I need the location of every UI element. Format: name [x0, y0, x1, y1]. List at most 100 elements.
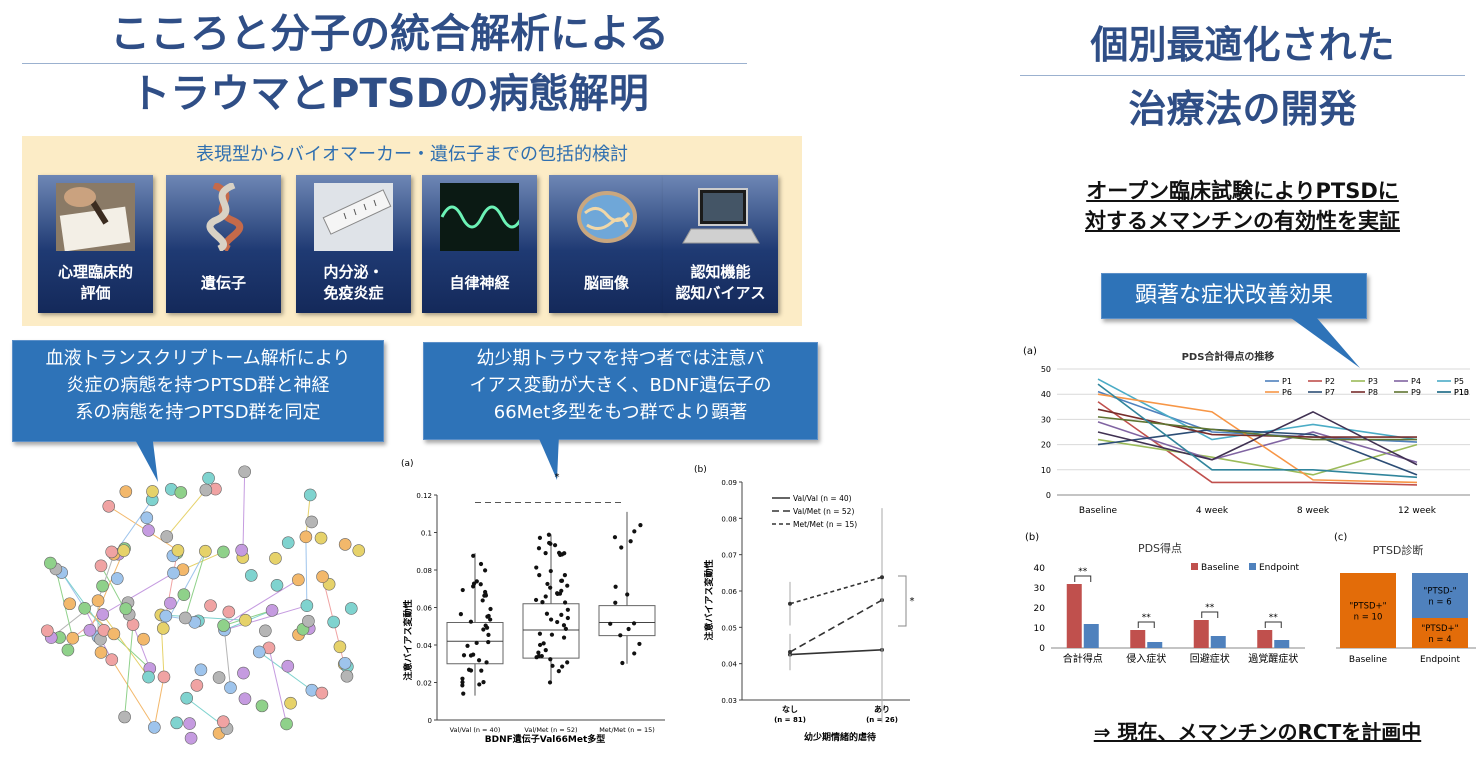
network-node: [184, 731, 198, 745]
waveform-icon: [440, 183, 524, 251]
x-tick-label: Met/Met (n = 15): [599, 726, 655, 734]
data-point: [563, 626, 568, 631]
x-tick-label: 4 week: [1196, 506, 1229, 516]
network-node: [300, 599, 314, 612]
data-point: [476, 658, 482, 663]
data-point: [471, 553, 476, 558]
data-point: [536, 650, 541, 655]
network-node: [252, 645, 266, 659]
data-point: [612, 535, 618, 540]
data-point: [488, 617, 493, 622]
network-node: [105, 653, 119, 667]
network-node: [216, 715, 230, 729]
network-node: [78, 602, 91, 615]
data-point: [537, 631, 543, 636]
network-node: [167, 566, 180, 580]
callout-pointer: [537, 434, 559, 480]
x-tick-label: Val/Met (n = 52): [524, 726, 577, 734]
data-point: [458, 612, 463, 617]
data-point: [543, 550, 548, 556]
data-point: [548, 568, 553, 574]
network-node: [183, 717, 196, 730]
legend-label: P1: [1282, 377, 1292, 386]
data-point: [561, 623, 567, 628]
data-point: [565, 660, 570, 665]
bar: [1130, 630, 1146, 648]
legend-label: P13: [1454, 388, 1469, 397]
x-tick-label: 合計得点: [1063, 652, 1103, 665]
network-edge: [111, 659, 155, 728]
network-node: [190, 679, 204, 692]
network-node: [280, 717, 293, 731]
x-tick-label: Baseline: [1079, 506, 1118, 516]
legend-label: Endpoint: [1259, 563, 1300, 573]
data-point: [638, 523, 643, 528]
network-node: [83, 623, 97, 637]
legend-label: P6: [1282, 388, 1292, 397]
data-point: [537, 573, 542, 578]
segment-n: n = 6: [1428, 598, 1451, 608]
data-point: [562, 573, 567, 578]
data-point: [548, 657, 553, 662]
handwriting-icon: [56, 183, 135, 252]
network-node: [107, 627, 121, 641]
callout-pointer: [132, 434, 158, 482]
data-point: [556, 550, 562, 555]
network-edge: [166, 489, 207, 537]
network-node: [118, 710, 131, 724]
data-point: [555, 619, 560, 625]
data-point: [628, 539, 633, 544]
significance-bracket: [898, 575, 907, 627]
tile-psychological: 心理臨床的 評価: [38, 175, 153, 313]
data-point: [565, 607, 570, 612]
network-node: [119, 602, 133, 615]
network-node: [314, 531, 328, 545]
network-node: [61, 643, 75, 657]
conclusion-text: ⇒ 現在、メマンチンのRCTを計画中: [1093, 720, 1422, 744]
significance-bracket: [1137, 621, 1155, 628]
right-title-rule: [1020, 75, 1465, 76]
network-node: [140, 511, 154, 525]
bar: [1257, 630, 1273, 648]
significance-mark: **: [1205, 603, 1215, 613]
network-node: [102, 499, 116, 513]
data-point: [482, 568, 488, 573]
network-node: [217, 619, 230, 632]
segment-label: "PTSD-": [1423, 587, 1456, 597]
network-node: [281, 536, 295, 550]
legend-label: Baseline: [1201, 563, 1240, 573]
data-point: [619, 545, 624, 550]
network-node: [178, 611, 192, 625]
data-point: [613, 600, 618, 605]
data-point: [468, 668, 474, 673]
data-point: [479, 668, 484, 673]
network-node: [338, 538, 352, 551]
data-point: [545, 581, 550, 587]
callout-pointer: [1280, 310, 1360, 368]
open-trial-line1: オープン臨床試験によりPTSDに: [1086, 179, 1399, 203]
network-node: [177, 588, 191, 601]
data-point: [880, 575, 884, 580]
panel-label: (a): [401, 459, 414, 469]
network-edge: [97, 554, 115, 601]
x-tick-label: Baseline: [1349, 655, 1388, 665]
network-edge: [268, 647, 288, 725]
data-point: [561, 635, 567, 640]
boxplot-chart: (a) 注意バイアス変動性 BDNF遺伝子Val66Met多型 * 0 0.02 0…: [401, 459, 665, 745]
data-point: [562, 600, 568, 605]
bar: [1210, 636, 1226, 648]
data-point: [632, 651, 637, 656]
significance-bracket: [1201, 611, 1219, 618]
bar: [1193, 620, 1209, 648]
network-node: [270, 578, 284, 592]
legend-label: P5: [1454, 377, 1464, 386]
legend-label: Met/Met (n = 15): [793, 520, 857, 529]
network-node: [142, 670, 155, 684]
y-axis-label: 注意バイアス変動性: [402, 599, 414, 680]
series-line: [1097, 410, 1418, 466]
data-point: [481, 680, 486, 685]
data-point: [556, 669, 561, 674]
series-line: [789, 599, 883, 653]
callout-attention-bias: 幼少期トラウマを持つ者では注意バ イアス変動が大きく、BDNF遺伝子の 66Me…: [423, 342, 818, 440]
network-node: [305, 515, 318, 529]
